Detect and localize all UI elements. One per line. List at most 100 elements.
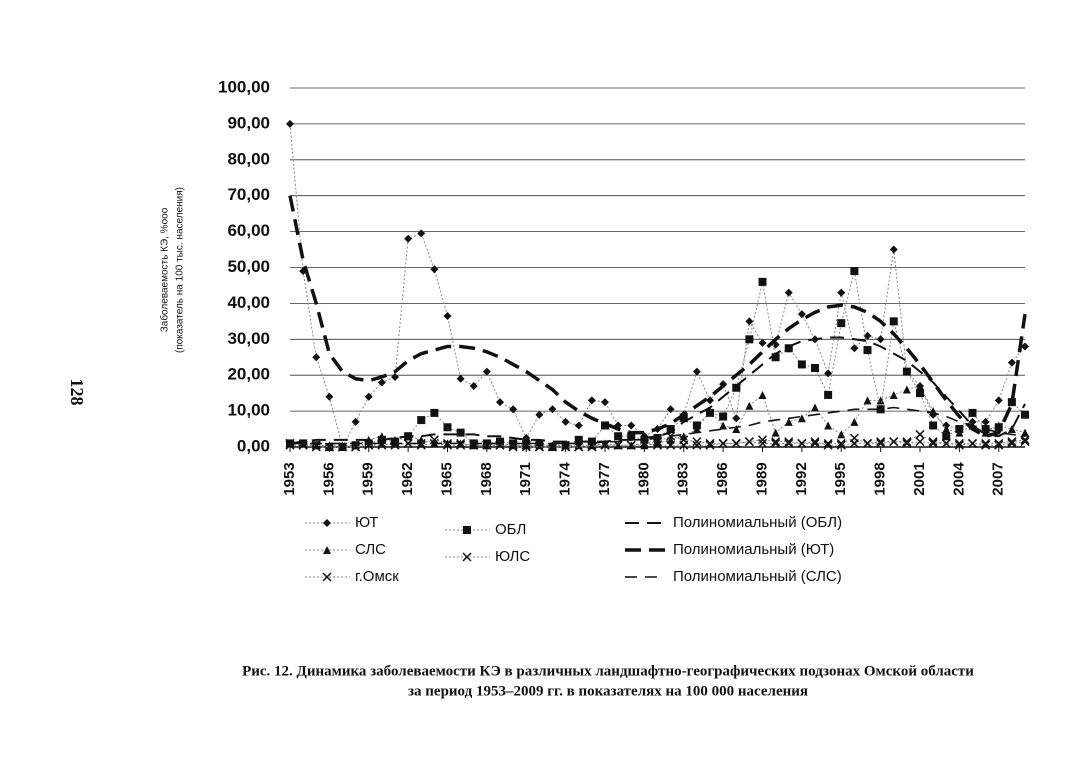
legend-label: г.Омск <box>355 568 399 585</box>
marker <box>456 374 465 383</box>
marker <box>482 439 491 448</box>
marker <box>679 435 689 445</box>
marker <box>942 425 951 434</box>
marker <box>771 437 781 447</box>
marker <box>325 392 334 401</box>
y-tick-label: 50,00 <box>227 257 270 276</box>
marker <box>994 438 1004 448</box>
marker <box>561 417 570 426</box>
marker <box>823 440 833 450</box>
marker <box>574 421 583 430</box>
marker <box>876 405 885 414</box>
marker <box>981 417 990 426</box>
marker <box>902 437 912 447</box>
marker <box>706 408 714 417</box>
marker <box>377 440 387 450</box>
marker <box>509 405 518 414</box>
x-tick-label: 1992 <box>793 462 810 495</box>
marker <box>837 319 846 328</box>
marker <box>797 310 806 319</box>
marker <box>824 390 833 399</box>
marker <box>719 421 728 430</box>
marker <box>876 437 886 447</box>
marker <box>614 432 623 441</box>
marker <box>430 408 439 417</box>
marker <box>456 428 465 437</box>
marker <box>1007 438 1017 448</box>
marker <box>705 440 715 450</box>
marker <box>286 119 294 128</box>
marker <box>322 572 332 582</box>
marker <box>627 432 636 441</box>
marker <box>863 331 872 340</box>
marker <box>706 396 714 405</box>
marker <box>416 440 426 450</box>
marker <box>994 423 1003 432</box>
marker <box>351 442 361 452</box>
marker <box>941 438 951 448</box>
marker <box>928 437 938 447</box>
y-tick-label: 20,00 <box>227 365 270 384</box>
marker <box>771 438 781 448</box>
marker <box>442 438 453 448</box>
x-tick-label: 1953 <box>281 462 298 495</box>
marker <box>745 335 754 344</box>
marker <box>462 552 472 562</box>
marker <box>836 440 846 450</box>
marker <box>429 435 439 445</box>
x-tick-label: 1977 <box>596 462 613 495</box>
marker <box>482 367 491 376</box>
marker <box>968 408 977 417</box>
marker <box>732 383 741 392</box>
marker <box>732 425 741 434</box>
x-tick-label: 1962 <box>399 462 416 495</box>
marker <box>928 438 938 448</box>
marker <box>640 435 649 444</box>
marker <box>1020 435 1030 445</box>
y-tick-label: 60,00 <box>227 221 270 240</box>
marker <box>784 344 793 353</box>
marker <box>522 439 531 448</box>
marker <box>508 440 518 450</box>
marker <box>837 288 846 297</box>
marker <box>364 440 374 450</box>
x-tick-label: 1983 <box>675 462 692 495</box>
marker <box>1007 358 1016 367</box>
marker <box>850 417 859 426</box>
marker <box>679 414 688 423</box>
x-tick-label: 1956 <box>320 462 337 495</box>
marker <box>810 437 820 447</box>
marker <box>323 546 331 554</box>
marker <box>732 414 741 423</box>
marker <box>482 440 492 450</box>
y-tick-label: 40,00 <box>227 293 270 312</box>
marker <box>692 421 701 430</box>
marker <box>496 398 504 407</box>
marker <box>601 398 609 407</box>
marker <box>652 440 663 450</box>
marker <box>784 437 794 447</box>
x-tick-label: 1971 <box>517 462 534 495</box>
marker <box>849 433 859 443</box>
marker <box>443 311 452 320</box>
x-tick-label: 1968 <box>478 462 495 495</box>
page-number: 128 <box>67 379 87 406</box>
marker <box>824 369 833 378</box>
x-tick-label: 2004 <box>950 462 967 496</box>
marker <box>967 438 978 448</box>
marker <box>391 437 399 446</box>
marker <box>666 435 675 444</box>
marker <box>535 410 544 419</box>
marker <box>574 435 583 444</box>
marker <box>994 396 1003 405</box>
marker <box>351 441 360 450</box>
marker <box>666 405 675 414</box>
marker <box>758 277 767 286</box>
marker <box>771 428 780 437</box>
legend-label: ЮЛС <box>495 548 530 565</box>
x-tick-label: 1986 <box>714 462 731 495</box>
marker <box>705 438 715 448</box>
marker <box>916 381 924 390</box>
marker <box>811 364 819 373</box>
